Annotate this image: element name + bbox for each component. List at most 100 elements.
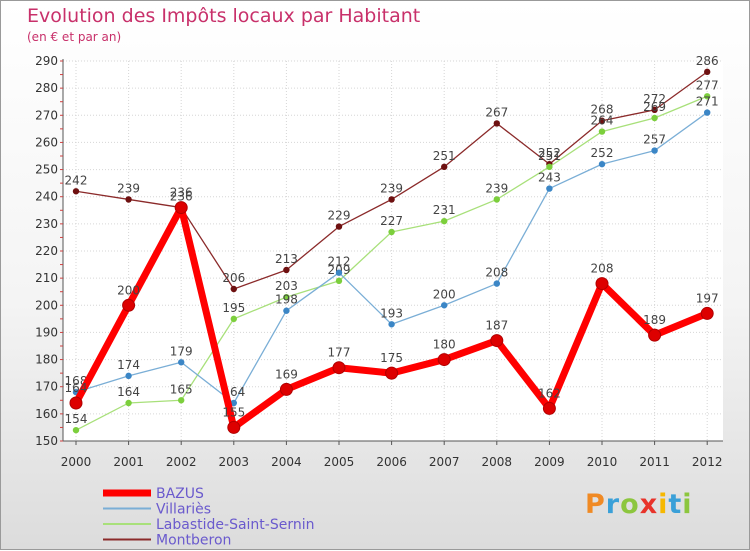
data-label: 268 <box>591 103 614 117</box>
data-point <box>335 277 343 285</box>
y-tick-label: 290 <box>35 54 58 68</box>
data-point <box>493 120 500 127</box>
x-tick-label: 2011 <box>639 455 670 469</box>
data-point <box>283 266 290 274</box>
data-label: 269 <box>643 100 666 114</box>
data-label: 243 <box>538 171 561 185</box>
y-tick-label: 150 <box>35 434 58 448</box>
x-tick-label: 2003 <box>219 455 250 469</box>
data-label: 187 <box>485 319 508 333</box>
data-point <box>230 285 237 293</box>
data-label: 206 <box>222 271 245 285</box>
data-point <box>125 196 132 203</box>
data-label: 227 <box>380 214 403 228</box>
data-label: 236 <box>170 190 193 204</box>
data-point <box>332 361 346 375</box>
legend-label: Montberon <box>156 533 231 549</box>
data-label: 189 <box>643 313 666 327</box>
data-point <box>700 306 714 320</box>
data-point <box>388 321 395 328</box>
y-tick-label: 210 <box>35 271 58 285</box>
data-point <box>125 372 132 380</box>
data-point <box>437 353 451 367</box>
y-tick-label: 200 <box>35 298 58 312</box>
data-label: 267 <box>485 105 508 119</box>
data-label: 175 <box>380 351 403 365</box>
data-label: 164 <box>65 381 88 395</box>
data-label: 213 <box>275 252 298 266</box>
data-point <box>279 382 293 396</box>
data-label: 277 <box>696 78 719 92</box>
x-tick-label: 2009 <box>534 455 565 469</box>
data-label: 168 <box>65 374 88 388</box>
y-tick-label: 260 <box>35 135 58 149</box>
data-label: 257 <box>643 133 666 147</box>
data-label: 271 <box>696 95 719 109</box>
chart-title: Evolution des Impôts locaux par Habitant <box>27 5 421 27</box>
data-label: 198 <box>275 293 298 307</box>
x-tick-label: 2007 <box>429 455 460 469</box>
x-tick-label: 2012 <box>692 455 723 469</box>
data-label: 239 <box>117 181 140 195</box>
data-point <box>122 298 136 312</box>
y-tick-label: 190 <box>35 325 58 339</box>
data-label: 264 <box>591 114 614 128</box>
data-point <box>441 163 448 171</box>
data-point <box>546 185 553 192</box>
x-tick-label: 2006 <box>376 455 407 469</box>
data-point <box>598 128 606 135</box>
data-point <box>704 68 711 76</box>
data-label: 177 <box>328 346 351 360</box>
proxiti-logo: Proxiti <box>585 489 693 520</box>
logo-letter: o <box>620 489 640 520</box>
data-label: 165 <box>170 382 193 396</box>
data-point <box>651 106 658 114</box>
data-label: 180 <box>433 338 456 352</box>
legend-label: Labastide-Saint-Sernin <box>156 517 314 533</box>
chart-subtitle: (en € et par an) <box>27 30 122 44</box>
y-tick-label: 270 <box>35 108 58 122</box>
y-tick-label: 230 <box>35 217 58 231</box>
x-tick-label: 2010 <box>587 455 618 469</box>
data-point <box>542 401 556 415</box>
data-label: 154 <box>65 412 88 426</box>
x-tick-label: 2001 <box>113 455 144 469</box>
data-point <box>178 359 185 366</box>
data-point <box>69 396 83 410</box>
data-label: 242 <box>65 173 88 187</box>
x-tick-label: 2002 <box>166 455 197 469</box>
x-tick-label: 2005 <box>324 455 355 469</box>
data-label: 155 <box>222 405 245 419</box>
data-point <box>283 293 290 301</box>
data-label: 208 <box>485 266 508 280</box>
logo-letter: P <box>585 489 606 520</box>
x-tick-label: 2000 <box>61 455 92 469</box>
data-label: 252 <box>538 146 561 160</box>
data-point <box>546 163 553 171</box>
data-point <box>388 196 395 203</box>
data-point <box>648 328 662 342</box>
logo-letter: x <box>639 489 659 520</box>
y-tick-label: 160 <box>35 407 58 421</box>
data-label: 208 <box>591 262 614 276</box>
y-tick-label: 180 <box>35 353 58 367</box>
data-label: 239 <box>485 181 508 195</box>
data-point <box>493 196 500 203</box>
data-point <box>227 420 241 434</box>
data-point <box>335 269 343 276</box>
data-point <box>598 160 606 168</box>
data-point <box>230 315 237 323</box>
y-tick-label: 170 <box>35 380 58 394</box>
data-point <box>230 399 237 407</box>
data-label: 162 <box>538 386 561 400</box>
logo-letter: i <box>658 489 669 520</box>
data-point <box>388 228 395 236</box>
data-label: 239 <box>380 181 403 195</box>
x-tick-label: 2008 <box>482 455 513 469</box>
data-point <box>385 366 399 380</box>
data-label: 251 <box>538 149 561 163</box>
data-label: 252 <box>591 146 614 160</box>
data-point <box>651 114 658 122</box>
data-point <box>72 188 80 195</box>
